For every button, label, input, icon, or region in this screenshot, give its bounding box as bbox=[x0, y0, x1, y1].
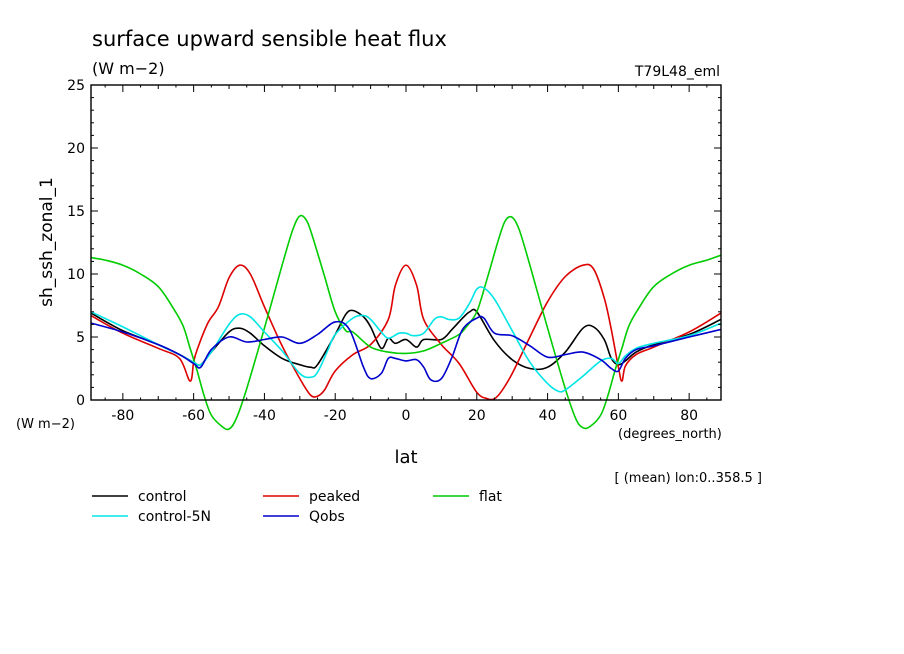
x-tick-label: 80 bbox=[680, 408, 698, 424]
footnote: [ (mean) lon:0..358.5 ] bbox=[615, 471, 763, 486]
legend-label-3: control-5N bbox=[138, 509, 211, 525]
series-line-1 bbox=[91, 263, 721, 401]
x-tick-label: 40 bbox=[539, 408, 557, 424]
legend-label-0: control bbox=[138, 489, 187, 505]
x-tick-label: 20 bbox=[468, 408, 486, 424]
series-line-0 bbox=[91, 308, 721, 371]
chart-title: surface upward sensible heat flux bbox=[92, 27, 447, 51]
x-tick-label: 60 bbox=[609, 408, 627, 424]
y-axis-units: (W m−2) bbox=[16, 417, 75, 432]
x-tick-label: -40 bbox=[253, 408, 276, 424]
y-tick-label: 20 bbox=[67, 141, 85, 157]
series-line-4 bbox=[91, 315, 721, 383]
y-tick-label: 25 bbox=[67, 78, 85, 94]
y-tick-label: 5 bbox=[76, 330, 85, 346]
x-tick-label: -20 bbox=[324, 408, 347, 424]
legend-label-2: flat bbox=[479, 489, 502, 505]
series-line-3 bbox=[91, 286, 721, 393]
y-axis-title: sh_ssh_zonal_1 bbox=[37, 177, 57, 307]
x-axis-title: lat bbox=[394, 447, 417, 468]
series-layer bbox=[91, 214, 721, 431]
title-units: (W m−2) bbox=[92, 59, 165, 78]
run-id: T79L48_eml bbox=[634, 64, 720, 80]
series-line-2 bbox=[91, 214, 721, 431]
y-tick-label: 0 bbox=[76, 393, 85, 409]
x-tick-label: -80 bbox=[111, 408, 134, 424]
y-tick-label: 15 bbox=[67, 204, 85, 220]
legend-label-1: peaked bbox=[309, 489, 360, 505]
legend-label-4: Qobs bbox=[309, 509, 345, 525]
x-tick-label: 0 bbox=[402, 408, 411, 424]
x-axis-units: (degrees_north) bbox=[618, 427, 722, 442]
plot-frame bbox=[90, 84, 722, 401]
legend: control peaked flat control-5N Qobs bbox=[92, 489, 502, 525]
x-tick-label: -60 bbox=[182, 408, 205, 424]
y-tick-label: 10 bbox=[67, 267, 85, 283]
